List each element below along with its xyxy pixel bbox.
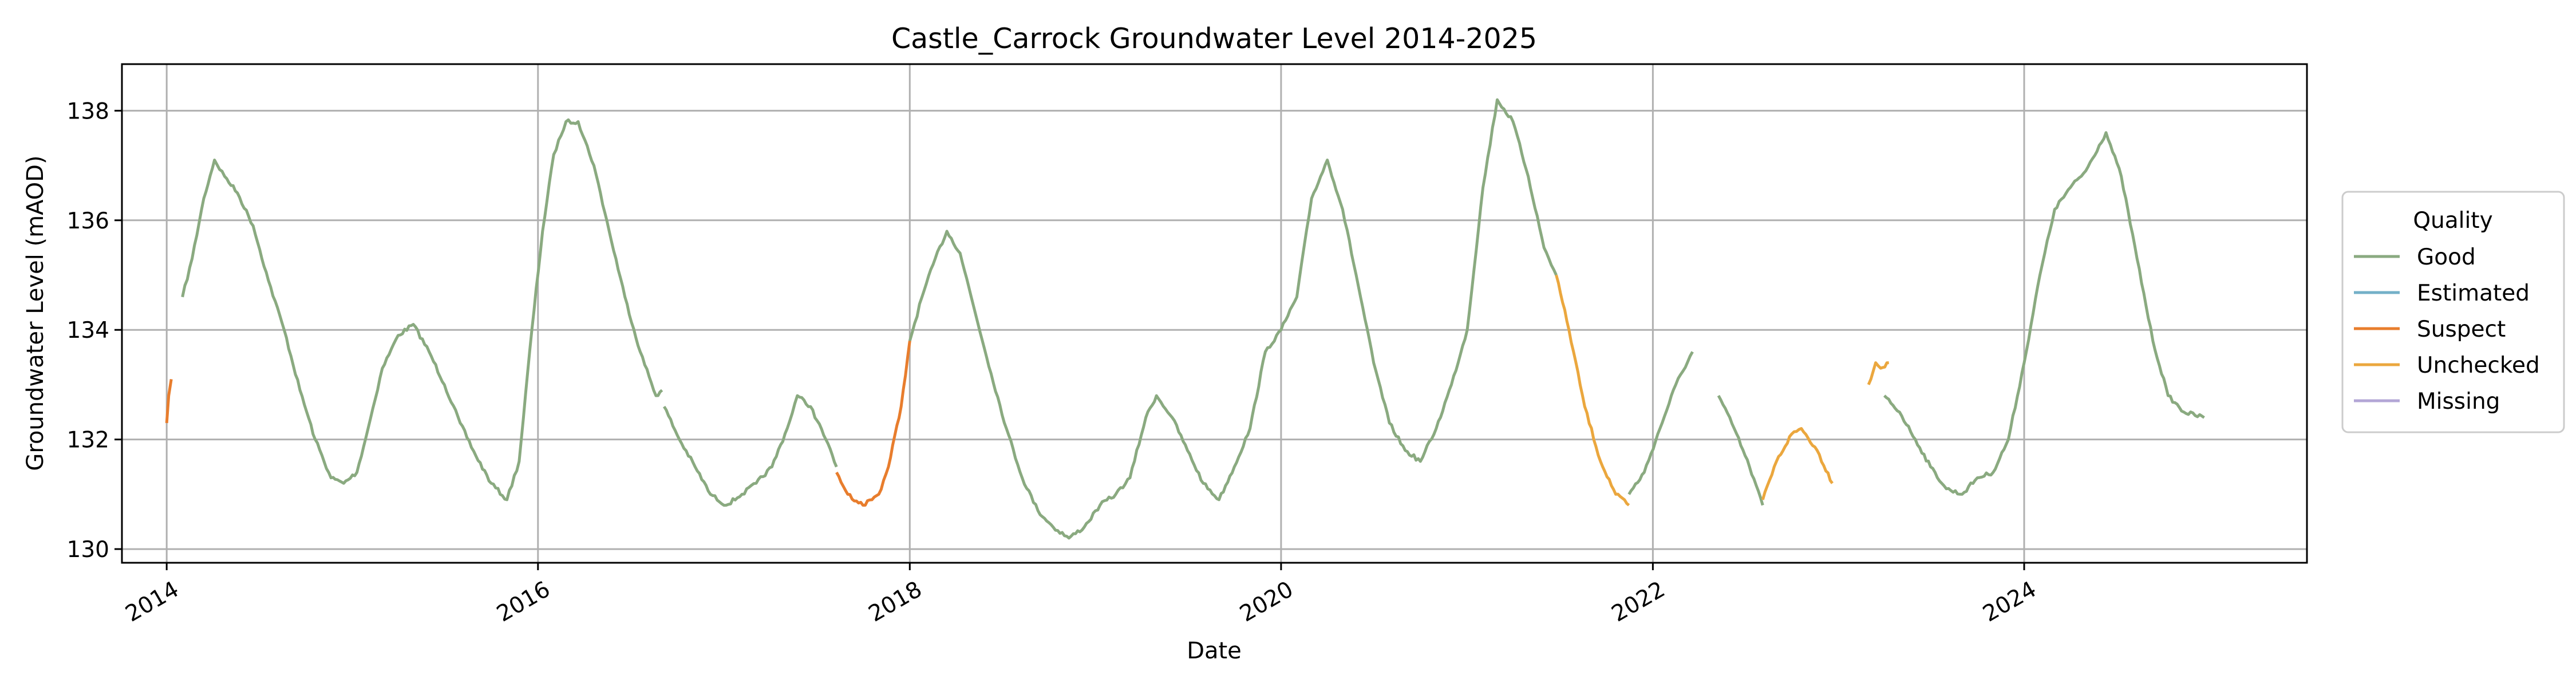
x-tick-label: 2014 [121,577,183,627]
axis-ticks: 2014 2016 2018 2020 2022 2024 130 132 134 136 138 [67,98,2041,627]
chart-title: Castle_Carrock Groundwater Level 2014-20… [891,22,1537,55]
x-tick-label: 2020 [1235,577,1297,627]
series-line-good [662,394,838,507]
series-line-good [908,98,1558,540]
legend-label-good: Good [2417,244,2476,270]
series-line-unchecked [1761,427,1834,500]
legend-frame [2341,191,2565,433]
x-tick-label: 2018 [864,577,926,627]
plot-frame [121,63,2308,564]
y-tick-label: 132 [67,428,109,453]
series-lines [165,98,2205,540]
y-tick-label: 130 [67,537,109,563]
legend-title: Quality [2413,208,2492,234]
series-line-suspect [835,341,911,507]
series-line-good [1717,394,1764,506]
legend-label-estimated: Estimated [2417,281,2530,306]
legend-label-unchecked: Unchecked [2417,353,2540,378]
x-tick-label: 2024 [1979,577,2041,627]
grid [122,64,2307,563]
y-tick-label: 134 [67,318,109,344]
series-line-unchecked [1555,274,1630,507]
x-axis-label: Date [1187,638,1242,664]
series-line-good [1883,131,2205,496]
y-axis-label: Groundwater Level (mAOD) [22,155,49,471]
series-line-good [181,118,663,502]
y-tick-label: 136 [67,208,109,234]
x-tick-label: 2016 [492,577,554,627]
series-line-unchecked [1867,361,1889,385]
legend-label-suspect: Suspect [2417,317,2506,342]
legend-label-missing: Missing [2417,389,2500,414]
series-line-good [1627,351,1694,495]
series-line-suspect [165,379,173,424]
x-tick-label: 2022 [1607,577,1669,627]
legend: Quality Good Estimated Suspect Unchecked Mis… [2341,191,2565,433]
y-tick-label: 138 [67,98,109,124]
